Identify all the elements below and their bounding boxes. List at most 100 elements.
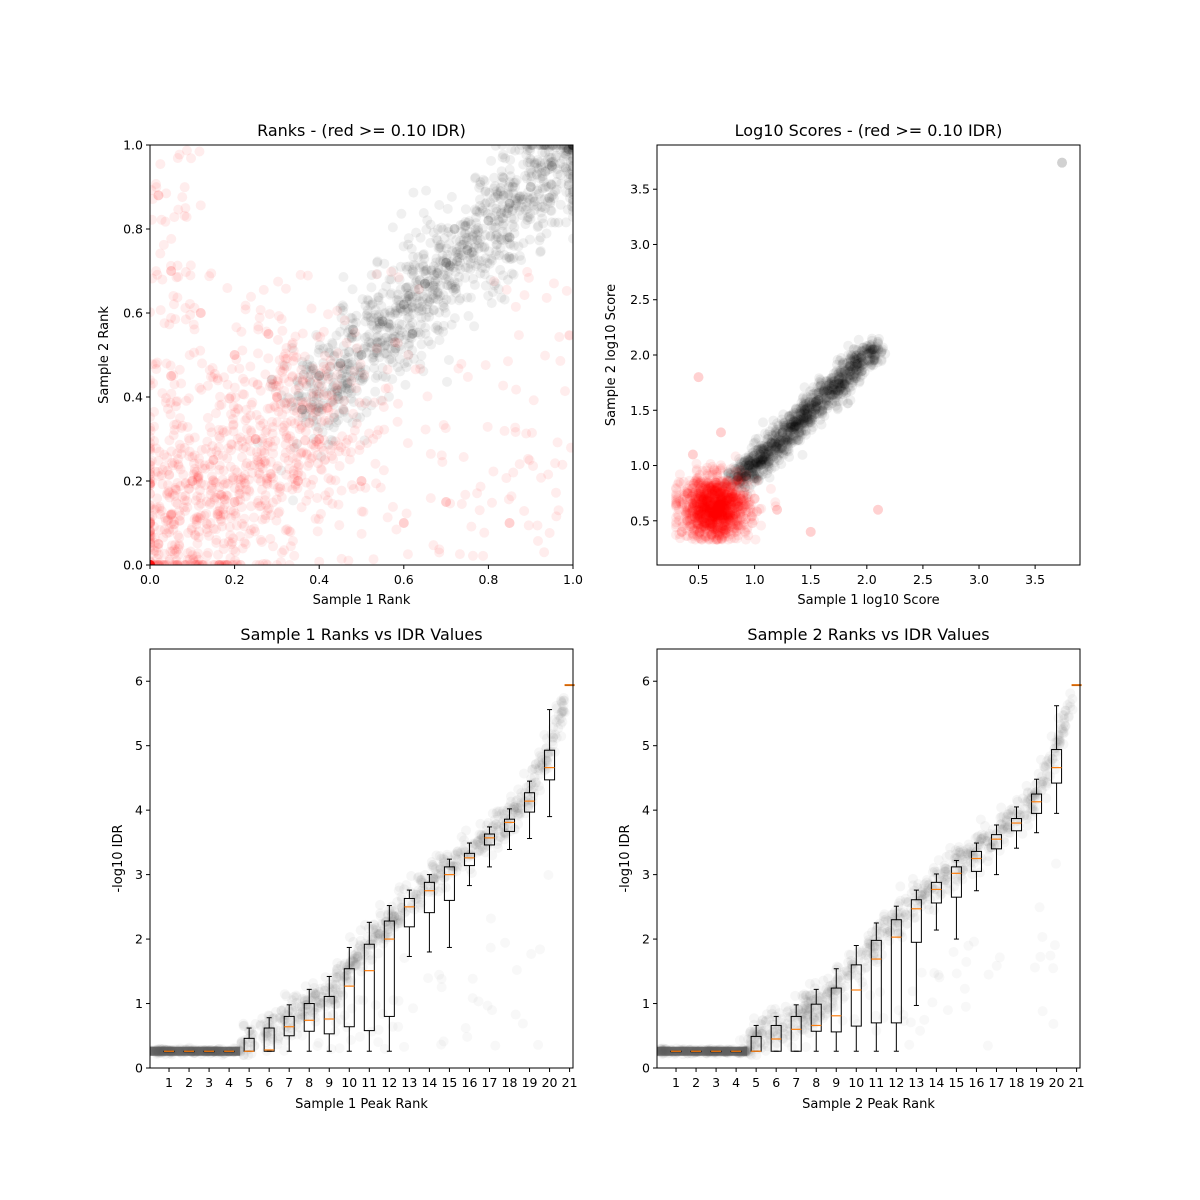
point-fail bbox=[283, 455, 294, 466]
point-pass bbox=[561, 186, 572, 197]
point-fail bbox=[275, 557, 286, 565]
point-pass bbox=[392, 362, 403, 373]
point-fail bbox=[204, 499, 215, 510]
point-fail bbox=[193, 532, 204, 543]
point-pass bbox=[463, 243, 474, 254]
point-pass bbox=[563, 180, 573, 191]
point-fail bbox=[179, 182, 190, 193]
point-pass bbox=[786, 421, 797, 432]
point-fail bbox=[314, 556, 325, 565]
point-pass bbox=[354, 367, 365, 378]
point-pass bbox=[732, 464, 743, 475]
point-pass bbox=[329, 350, 340, 361]
point-fail bbox=[308, 439, 319, 450]
point-pass bbox=[317, 374, 328, 385]
y-tick-label: 1.5 bbox=[630, 403, 650, 418]
point-pass bbox=[487, 287, 498, 298]
point-pass bbox=[404, 323, 415, 334]
point-pass bbox=[451, 246, 462, 257]
point-fail bbox=[238, 443, 249, 454]
point-fail bbox=[219, 560, 230, 565]
point-pass bbox=[362, 308, 373, 319]
point-pass bbox=[568, 145, 573, 153]
point-pass bbox=[781, 435, 792, 446]
point-fail bbox=[287, 370, 298, 381]
point-pass bbox=[408, 353, 419, 364]
point-fail bbox=[185, 309, 196, 320]
point-pass bbox=[338, 396, 349, 407]
point-pass bbox=[526, 171, 537, 182]
point-pass bbox=[463, 311, 474, 322]
point-pass bbox=[748, 459, 759, 470]
point-pass bbox=[802, 413, 813, 424]
point-fail bbox=[356, 506, 367, 517]
point-pass bbox=[568, 145, 573, 150]
point-pass bbox=[532, 222, 543, 233]
point-fail bbox=[162, 465, 173, 476]
point-fail bbox=[201, 508, 212, 519]
point-pass bbox=[508, 269, 519, 280]
point-pass bbox=[745, 467, 756, 478]
point-fail bbox=[189, 529, 200, 540]
point-pass bbox=[435, 280, 446, 291]
point-fail bbox=[182, 548, 193, 559]
point-fail bbox=[260, 458, 271, 469]
point-pass bbox=[817, 406, 828, 417]
point-pass bbox=[333, 361, 344, 372]
point-pass bbox=[508, 240, 519, 251]
point-pass bbox=[432, 289, 443, 300]
point-pass bbox=[802, 403, 813, 414]
point-pass bbox=[876, 354, 887, 365]
point-fail bbox=[245, 525, 256, 536]
point-pass bbox=[366, 270, 377, 281]
point-fail bbox=[230, 546, 241, 557]
point-fail bbox=[163, 514, 174, 525]
point-pass bbox=[838, 389, 849, 400]
point-pass bbox=[417, 296, 428, 307]
point-pass bbox=[438, 255, 449, 266]
point-pass bbox=[511, 175, 522, 186]
point-pass bbox=[835, 381, 846, 392]
point-fail bbox=[322, 495, 333, 506]
point-fail bbox=[235, 489, 246, 500]
point-pass bbox=[505, 155, 516, 166]
point-pass bbox=[830, 378, 841, 389]
point-fail bbox=[249, 460, 260, 471]
point-pass bbox=[526, 167, 537, 178]
point-fail bbox=[349, 327, 360, 338]
point-pass bbox=[743, 455, 754, 466]
point-pass bbox=[502, 208, 513, 219]
point-pass bbox=[818, 386, 829, 397]
point-pass bbox=[309, 384, 320, 395]
point-fail bbox=[425, 448, 436, 459]
point-fail bbox=[511, 384, 522, 395]
point-pass bbox=[856, 360, 867, 371]
point-fail bbox=[164, 487, 175, 498]
y-tick-label: 1.0 bbox=[123, 138, 143, 153]
point-fail bbox=[181, 145, 192, 156]
point-fail bbox=[159, 548, 170, 559]
point-pass bbox=[864, 348, 875, 359]
point-fail bbox=[298, 447, 309, 458]
point-pass bbox=[760, 428, 771, 439]
point-pass bbox=[502, 188, 513, 199]
point-pass bbox=[758, 444, 769, 455]
point-fail bbox=[253, 348, 264, 359]
point-pass bbox=[442, 223, 453, 234]
point-pass bbox=[325, 397, 336, 408]
point-fail bbox=[270, 435, 281, 446]
point-fail bbox=[191, 514, 202, 525]
point-fail bbox=[150, 542, 155, 553]
point-fail bbox=[150, 359, 161, 370]
data-point bbox=[335, 358, 346, 369]
point-pass bbox=[852, 358, 863, 369]
point-fail bbox=[279, 545, 290, 556]
point-pass bbox=[531, 158, 542, 169]
point-pass bbox=[790, 404, 801, 415]
point-pass bbox=[876, 356, 887, 367]
point-fail bbox=[164, 470, 175, 481]
point-pass bbox=[827, 398, 838, 409]
point-fail bbox=[225, 553, 236, 564]
point-pass bbox=[745, 465, 756, 476]
point-pass bbox=[355, 412, 366, 423]
